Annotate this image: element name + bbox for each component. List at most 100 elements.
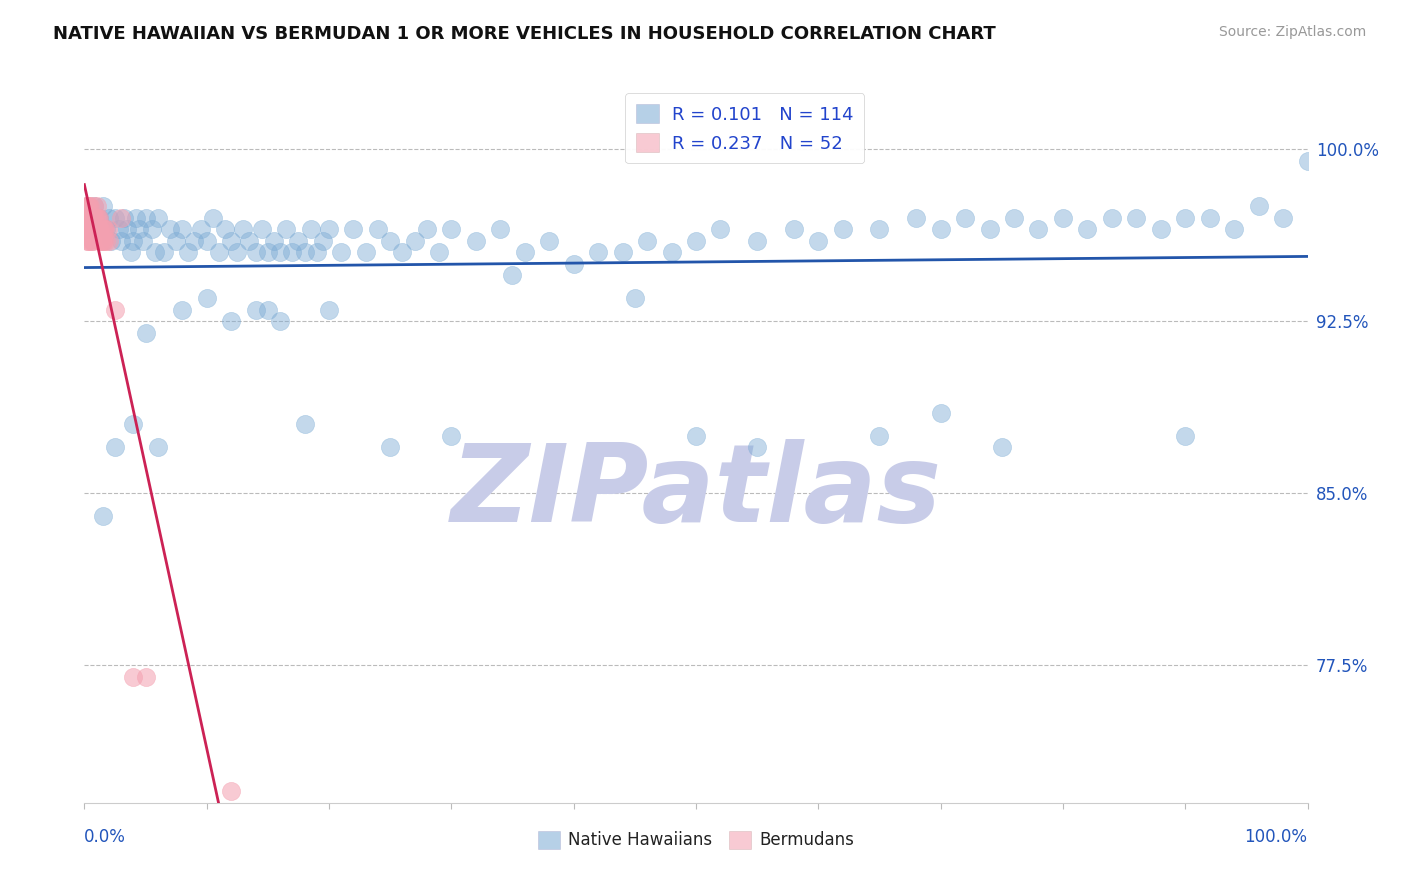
Point — [122, 417, 145, 432]
Point — [86, 199, 108, 213]
Point — [238, 234, 260, 248]
Point — [77, 222, 100, 236]
Point — [276, 222, 298, 236]
Point — [709, 222, 731, 236]
Point — [502, 268, 524, 283]
Point — [305, 245, 328, 260]
Point — [87, 211, 110, 225]
Point — [661, 245, 683, 260]
Point — [513, 245, 536, 260]
Point — [122, 234, 145, 248]
Point — [245, 245, 267, 260]
Point — [219, 234, 242, 248]
Point — [87, 211, 110, 225]
Point — [263, 234, 285, 248]
Point — [929, 406, 952, 420]
Point — [83, 222, 105, 236]
Point — [1174, 429, 1197, 443]
Text: 100.0%: 100.0% — [1244, 828, 1308, 846]
Point — [747, 440, 769, 454]
Point — [76, 234, 98, 248]
Point — [991, 440, 1014, 454]
Point — [107, 222, 129, 236]
Point — [83, 211, 105, 225]
Point — [122, 670, 145, 684]
Point — [80, 211, 103, 225]
Point — [807, 234, 830, 248]
Point — [125, 211, 148, 225]
Point — [464, 234, 486, 248]
Point — [112, 211, 135, 225]
Point — [586, 245, 609, 260]
Point — [427, 245, 450, 260]
Text: 0.0%: 0.0% — [84, 828, 127, 846]
Point — [269, 245, 291, 260]
Point — [75, 211, 97, 225]
Point — [77, 199, 100, 213]
Point — [1052, 211, 1074, 225]
Point — [77, 211, 100, 225]
Point — [624, 291, 647, 305]
Point — [104, 302, 127, 317]
Point — [257, 302, 280, 317]
Point — [342, 222, 364, 236]
Point — [195, 291, 218, 305]
Point — [1174, 211, 1197, 225]
Point — [250, 222, 273, 236]
Point — [89, 234, 111, 248]
Point — [91, 222, 114, 236]
Point — [96, 222, 118, 236]
Point — [135, 211, 157, 225]
Point — [1125, 211, 1147, 225]
Point — [226, 245, 249, 260]
Point — [1150, 222, 1173, 236]
Point — [77, 222, 100, 236]
Point — [1002, 211, 1025, 225]
Point — [562, 257, 585, 271]
Point — [312, 234, 335, 248]
Point — [905, 211, 928, 225]
Point — [1223, 222, 1246, 236]
Text: ZIPatlas: ZIPatlas — [450, 439, 942, 545]
Point — [97, 234, 120, 248]
Point — [120, 245, 142, 260]
Point — [232, 222, 254, 236]
Point — [318, 302, 340, 317]
Point — [89, 222, 111, 236]
Point — [294, 245, 316, 260]
Point — [330, 245, 353, 260]
Point — [77, 234, 100, 248]
Point — [869, 429, 891, 443]
Point — [83, 199, 105, 213]
Point — [97, 211, 120, 225]
Point — [195, 234, 218, 248]
Point — [1296, 153, 1319, 168]
Point — [84, 211, 107, 225]
Point — [190, 222, 212, 236]
Point — [153, 245, 176, 260]
Point — [1076, 222, 1098, 236]
Point — [172, 222, 194, 236]
Point — [83, 199, 105, 213]
Point — [87, 222, 110, 236]
Legend: Native Hawaiians, Bermudans: Native Hawaiians, Bermudans — [531, 824, 860, 856]
Point — [287, 234, 309, 248]
Point — [86, 211, 108, 225]
Point — [257, 245, 280, 260]
Point — [783, 222, 806, 236]
Point — [636, 234, 658, 248]
Point — [146, 211, 169, 225]
Point — [104, 211, 127, 225]
Point — [159, 222, 181, 236]
Point — [440, 222, 463, 236]
Point — [93, 234, 115, 248]
Point — [97, 222, 120, 236]
Point — [1198, 211, 1220, 225]
Point — [141, 222, 163, 236]
Point — [245, 302, 267, 317]
Point — [100, 234, 122, 248]
Point — [91, 234, 114, 248]
Point — [77, 199, 100, 213]
Point — [110, 234, 132, 248]
Point — [831, 222, 853, 236]
